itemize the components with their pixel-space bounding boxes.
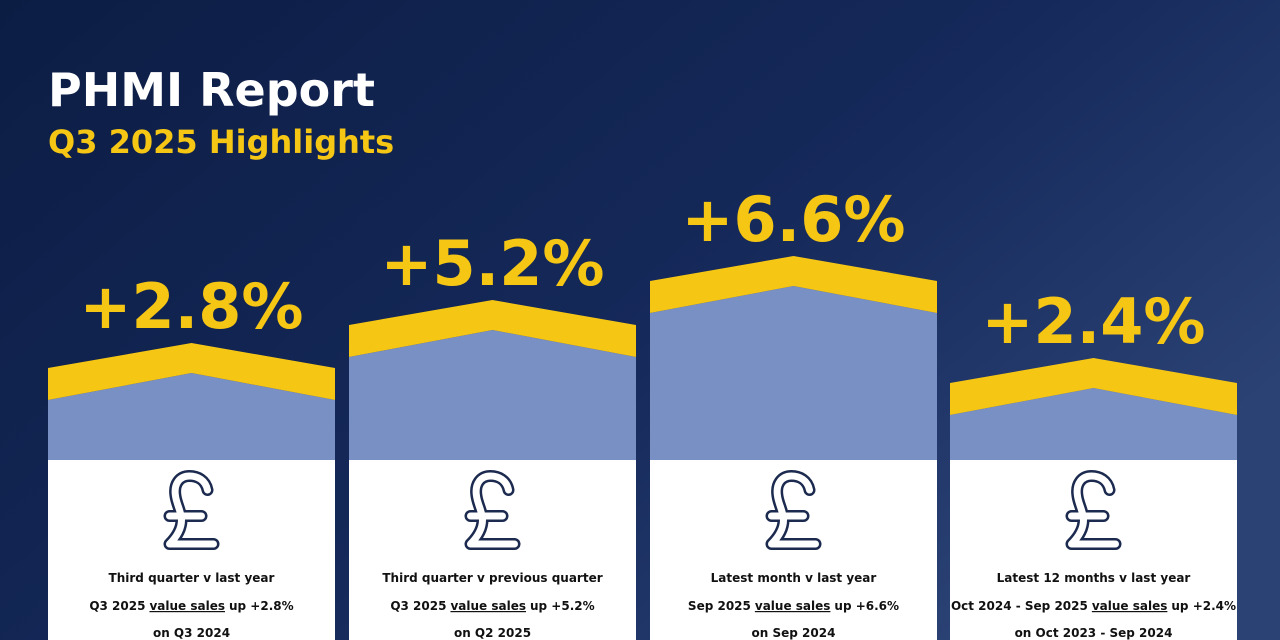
pound-inner xyxy=(467,472,518,548)
subtitle: Q3 2025 Highlights xyxy=(48,123,394,161)
detail-link: value sales xyxy=(149,599,225,613)
blue-shape xyxy=(349,330,636,460)
card: +5.2% Third quarter v previous quarter Q3 … xyxy=(349,227,636,640)
headline: +5.2% xyxy=(381,227,605,300)
headline: +6.6% xyxy=(682,183,906,256)
caption: Third quarter v previous quarter xyxy=(382,571,602,585)
detail-end: on Q3 2024 xyxy=(153,626,230,640)
blue-shape xyxy=(48,373,335,460)
detail-prefix: Q3 2025 xyxy=(89,599,145,613)
detail-suffix: up +6.6% xyxy=(834,599,899,613)
detail-link: value sales xyxy=(755,599,831,613)
pound-icon xyxy=(1065,470,1122,550)
yellow-band xyxy=(48,343,335,400)
card: +6.6% Latest month v last year Sep 2025 val… xyxy=(650,183,937,640)
detail-end: on Oct 2023 - Sep 2024 xyxy=(1015,626,1173,640)
yellow-band xyxy=(650,256,937,313)
detail-suffix: up +2.4% xyxy=(1171,599,1236,613)
detail-prefix: Q3 2025 xyxy=(390,599,446,613)
yellow-band xyxy=(950,358,1237,415)
blue-shape xyxy=(650,286,937,460)
pound-inner xyxy=(1068,472,1119,548)
title: PHMI Report xyxy=(48,63,375,117)
detail-line: Q3 2025 value sales up +5.2% xyxy=(390,599,594,613)
pound-icon xyxy=(163,470,220,550)
detail-line: Oct 2024 - Sep 2025 value sales up +2.4% xyxy=(951,599,1236,613)
cards: +2.8% Third quarter v last year Q3 2025 val… xyxy=(48,183,1237,640)
headline: +2.4% xyxy=(982,285,1206,358)
detail-link: value sales xyxy=(450,599,526,613)
caption: Latest month v last year xyxy=(711,571,877,585)
caption: Third quarter v last year xyxy=(109,571,275,585)
pound-icon xyxy=(765,470,822,550)
detail-line: Q3 2025 value sales up +2.8% xyxy=(89,599,293,613)
headline: +2.8% xyxy=(80,270,304,343)
detail-prefix: Sep 2025 xyxy=(688,599,751,613)
pound-inner xyxy=(768,472,819,548)
pound-inner xyxy=(166,472,217,548)
card: +2.8% Third quarter v last year Q3 2025 val… xyxy=(48,270,335,640)
pound-icon xyxy=(464,470,521,550)
detail-line: Sep 2025 value sales up +6.6% xyxy=(688,599,899,613)
detail-link: value sales xyxy=(1092,599,1168,613)
yellow-band xyxy=(349,300,636,357)
detail-prefix: Oct 2024 - Sep 2025 xyxy=(951,599,1088,613)
detail-end: on Q2 2025 xyxy=(454,626,531,640)
detail-suffix: up +2.8% xyxy=(229,599,294,613)
caption: Latest 12 months v last year xyxy=(997,571,1191,585)
blue-shape xyxy=(950,388,1237,460)
detail-suffix: up +5.2% xyxy=(530,599,595,613)
card: +2.4% Latest 12 months v last year Oct 202… xyxy=(950,285,1237,640)
detail-end: on Sep 2024 xyxy=(752,626,836,640)
